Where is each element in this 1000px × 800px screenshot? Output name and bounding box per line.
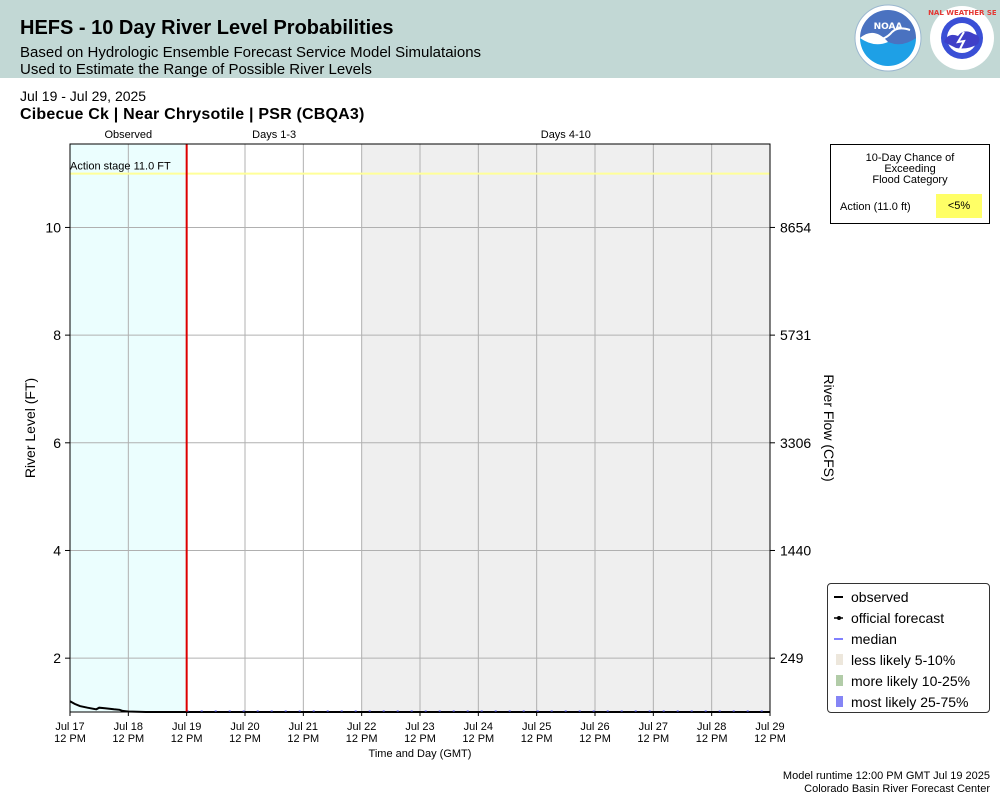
- noaa-logo-text: NOAA: [874, 22, 903, 32]
- x-tick-sublabel: 12 PM: [346, 733, 378, 745]
- y-right-tick-label: 8654: [780, 219, 811, 235]
- legend-swatch: [834, 616, 843, 620]
- x-tick-sublabel: 12 PM: [112, 733, 144, 745]
- y-tick-label: 6: [53, 435, 61, 451]
- flood-chance-value: <5%: [936, 194, 982, 218]
- legend-label: official forecast: [851, 610, 945, 626]
- legend-swatch: [834, 596, 843, 598]
- model-runtime: Model runtime 12:00 PM GMT Jul 19 2025: [782, 770, 990, 782]
- legend-swatch-patch: [836, 654, 843, 665]
- period-labels: Observed Days 1-3 Days 4-10: [104, 129, 590, 141]
- legend-label: observed: [851, 589, 909, 605]
- flood-chance-title-line: Flood Category: [872, 174, 948, 186]
- x-tick-sublabel: 12 PM: [579, 733, 611, 745]
- page-subtitle: Based on Hydrologic Ensemble Forecast Se…: [20, 44, 482, 61]
- x-tick-sublabel: 12 PM: [171, 733, 203, 745]
- y-right-tick-label: 249: [780, 650, 804, 666]
- flood-chance-title-line: Exceeding: [884, 163, 936, 175]
- x-tick-sublabel: 12 PM: [54, 733, 86, 745]
- legend-swatch-patch: [836, 696, 843, 707]
- x-tick-label: Jul 22: [347, 721, 376, 733]
- x-tick-sublabel: 12 PM: [229, 733, 261, 745]
- y-axis-label: River Level (FT): [22, 378, 38, 478]
- legend-swatch: [836, 675, 843, 686]
- x-tick-label: Jul 17: [55, 721, 84, 733]
- header-banner: HEFS - 10 Day River Level Probabilities …: [0, 0, 1000, 78]
- legend-label: less likely 5-10%: [851, 652, 956, 668]
- nws-logo: NATIONAL WEATHER SERVICE: [928, 6, 996, 70]
- y-right-tick-label: 3306: [780, 435, 811, 451]
- x-axis-label: Time and Day (GMT): [369, 748, 472, 760]
- date-range: Jul 19 - Jul 29, 2025: [20, 88, 147, 104]
- x-tick-sublabel: 12 PM: [462, 733, 494, 745]
- y-tick-label: 8: [53, 327, 61, 343]
- period-label: Observed: [104, 129, 152, 141]
- station-title: Cibecue Ck | Near Chrysotile | PSR (CBQA…: [20, 106, 365, 123]
- legend-label: median: [851, 631, 897, 647]
- x-tick-label: Jul 28: [697, 721, 726, 733]
- noaa-logo: NOAA: [854, 4, 922, 72]
- flood-chance-box: 10-Day Chance of Exceeding Flood Categor…: [830, 144, 990, 224]
- x-tick-sublabel: 12 PM: [404, 733, 436, 745]
- y-right-tick-label: 1440: [780, 542, 811, 558]
- legend-label: more likely 10-25%: [851, 673, 971, 689]
- legend-swatch: [834, 638, 843, 640]
- x-tick-label: Jul 25: [522, 721, 551, 733]
- flood-chance-category: Action (11.0 ft): [840, 201, 911, 213]
- legend-swatch-dot: [837, 616, 841, 620]
- legend-label: most likely 25-75%: [851, 694, 969, 710]
- y-tick-label: 10: [45, 219, 61, 235]
- forecast-center: Colorado Basin River Forecast Center: [804, 783, 990, 795]
- action-stage-label: Action stage 11.0 FT: [70, 161, 171, 173]
- x-tick-label: Jul 23: [405, 721, 434, 733]
- y-right-tick-label: 5731: [780, 327, 811, 343]
- y-tick-label: 2: [53, 650, 61, 666]
- axis-labels: Time and Day (GMT) River Level (FT) River …: [22, 374, 837, 760]
- x-tick-label: Jul 29: [755, 721, 784, 733]
- nws-logo-text: NATIONAL WEATHER SERVICE: [928, 9, 996, 17]
- chart-grid: [70, 144, 770, 712]
- flood-chance-title: 10-Day Chance of Exceeding Flood Categor…: [831, 153, 989, 186]
- period-label: Days 4-10: [541, 129, 591, 141]
- period-backgrounds: [70, 144, 770, 712]
- y-axis-right-label: River Flow (CFS): [821, 374, 837, 481]
- page-title: HEFS - 10 Day River Level Probabilities: [20, 17, 394, 39]
- flood-chance-title-line: 10-Day Chance of: [865, 152, 955, 164]
- legend-swatch-patch: [836, 675, 843, 686]
- x-tick-label: Jul 19: [172, 721, 201, 733]
- x-tick-sublabel: 12 PM: [521, 733, 553, 745]
- legend-swatch: [836, 654, 843, 665]
- period-label: Days 1-3: [252, 129, 296, 141]
- x-tick-sublabel: 12 PM: [696, 733, 728, 745]
- x-tick-label: Jul 26: [580, 721, 609, 733]
- x-tick-label: Jul 18: [114, 721, 143, 733]
- x-tick-label: Jul 27: [639, 721, 668, 733]
- y-axis-ticks: 2 4 6 8 10: [45, 219, 70, 666]
- page-subtitle-2: Used to Estimate the Range of Possible R…: [20, 61, 372, 78]
- x-tick-sublabel: 12 PM: [287, 733, 319, 745]
- chart-legend: observed official forecast median less like…: [827, 583, 990, 713]
- x-tick-sublabel: 12 PM: [754, 733, 786, 745]
- legend-swatch: [836, 696, 843, 707]
- x-tick-label: Jul 24: [464, 721, 493, 733]
- x-tick-sublabel: 12 PM: [637, 733, 669, 745]
- x-tick-label: Jul 20: [230, 721, 259, 733]
- period-background: [186, 144, 362, 712]
- period-background: [361, 144, 770, 712]
- y-axis-right-ticks: 249 1440 3306 5731 8654: [770, 219, 811, 666]
- x-tick-label: Jul 21: [289, 721, 318, 733]
- y-tick-label: 4: [53, 542, 61, 558]
